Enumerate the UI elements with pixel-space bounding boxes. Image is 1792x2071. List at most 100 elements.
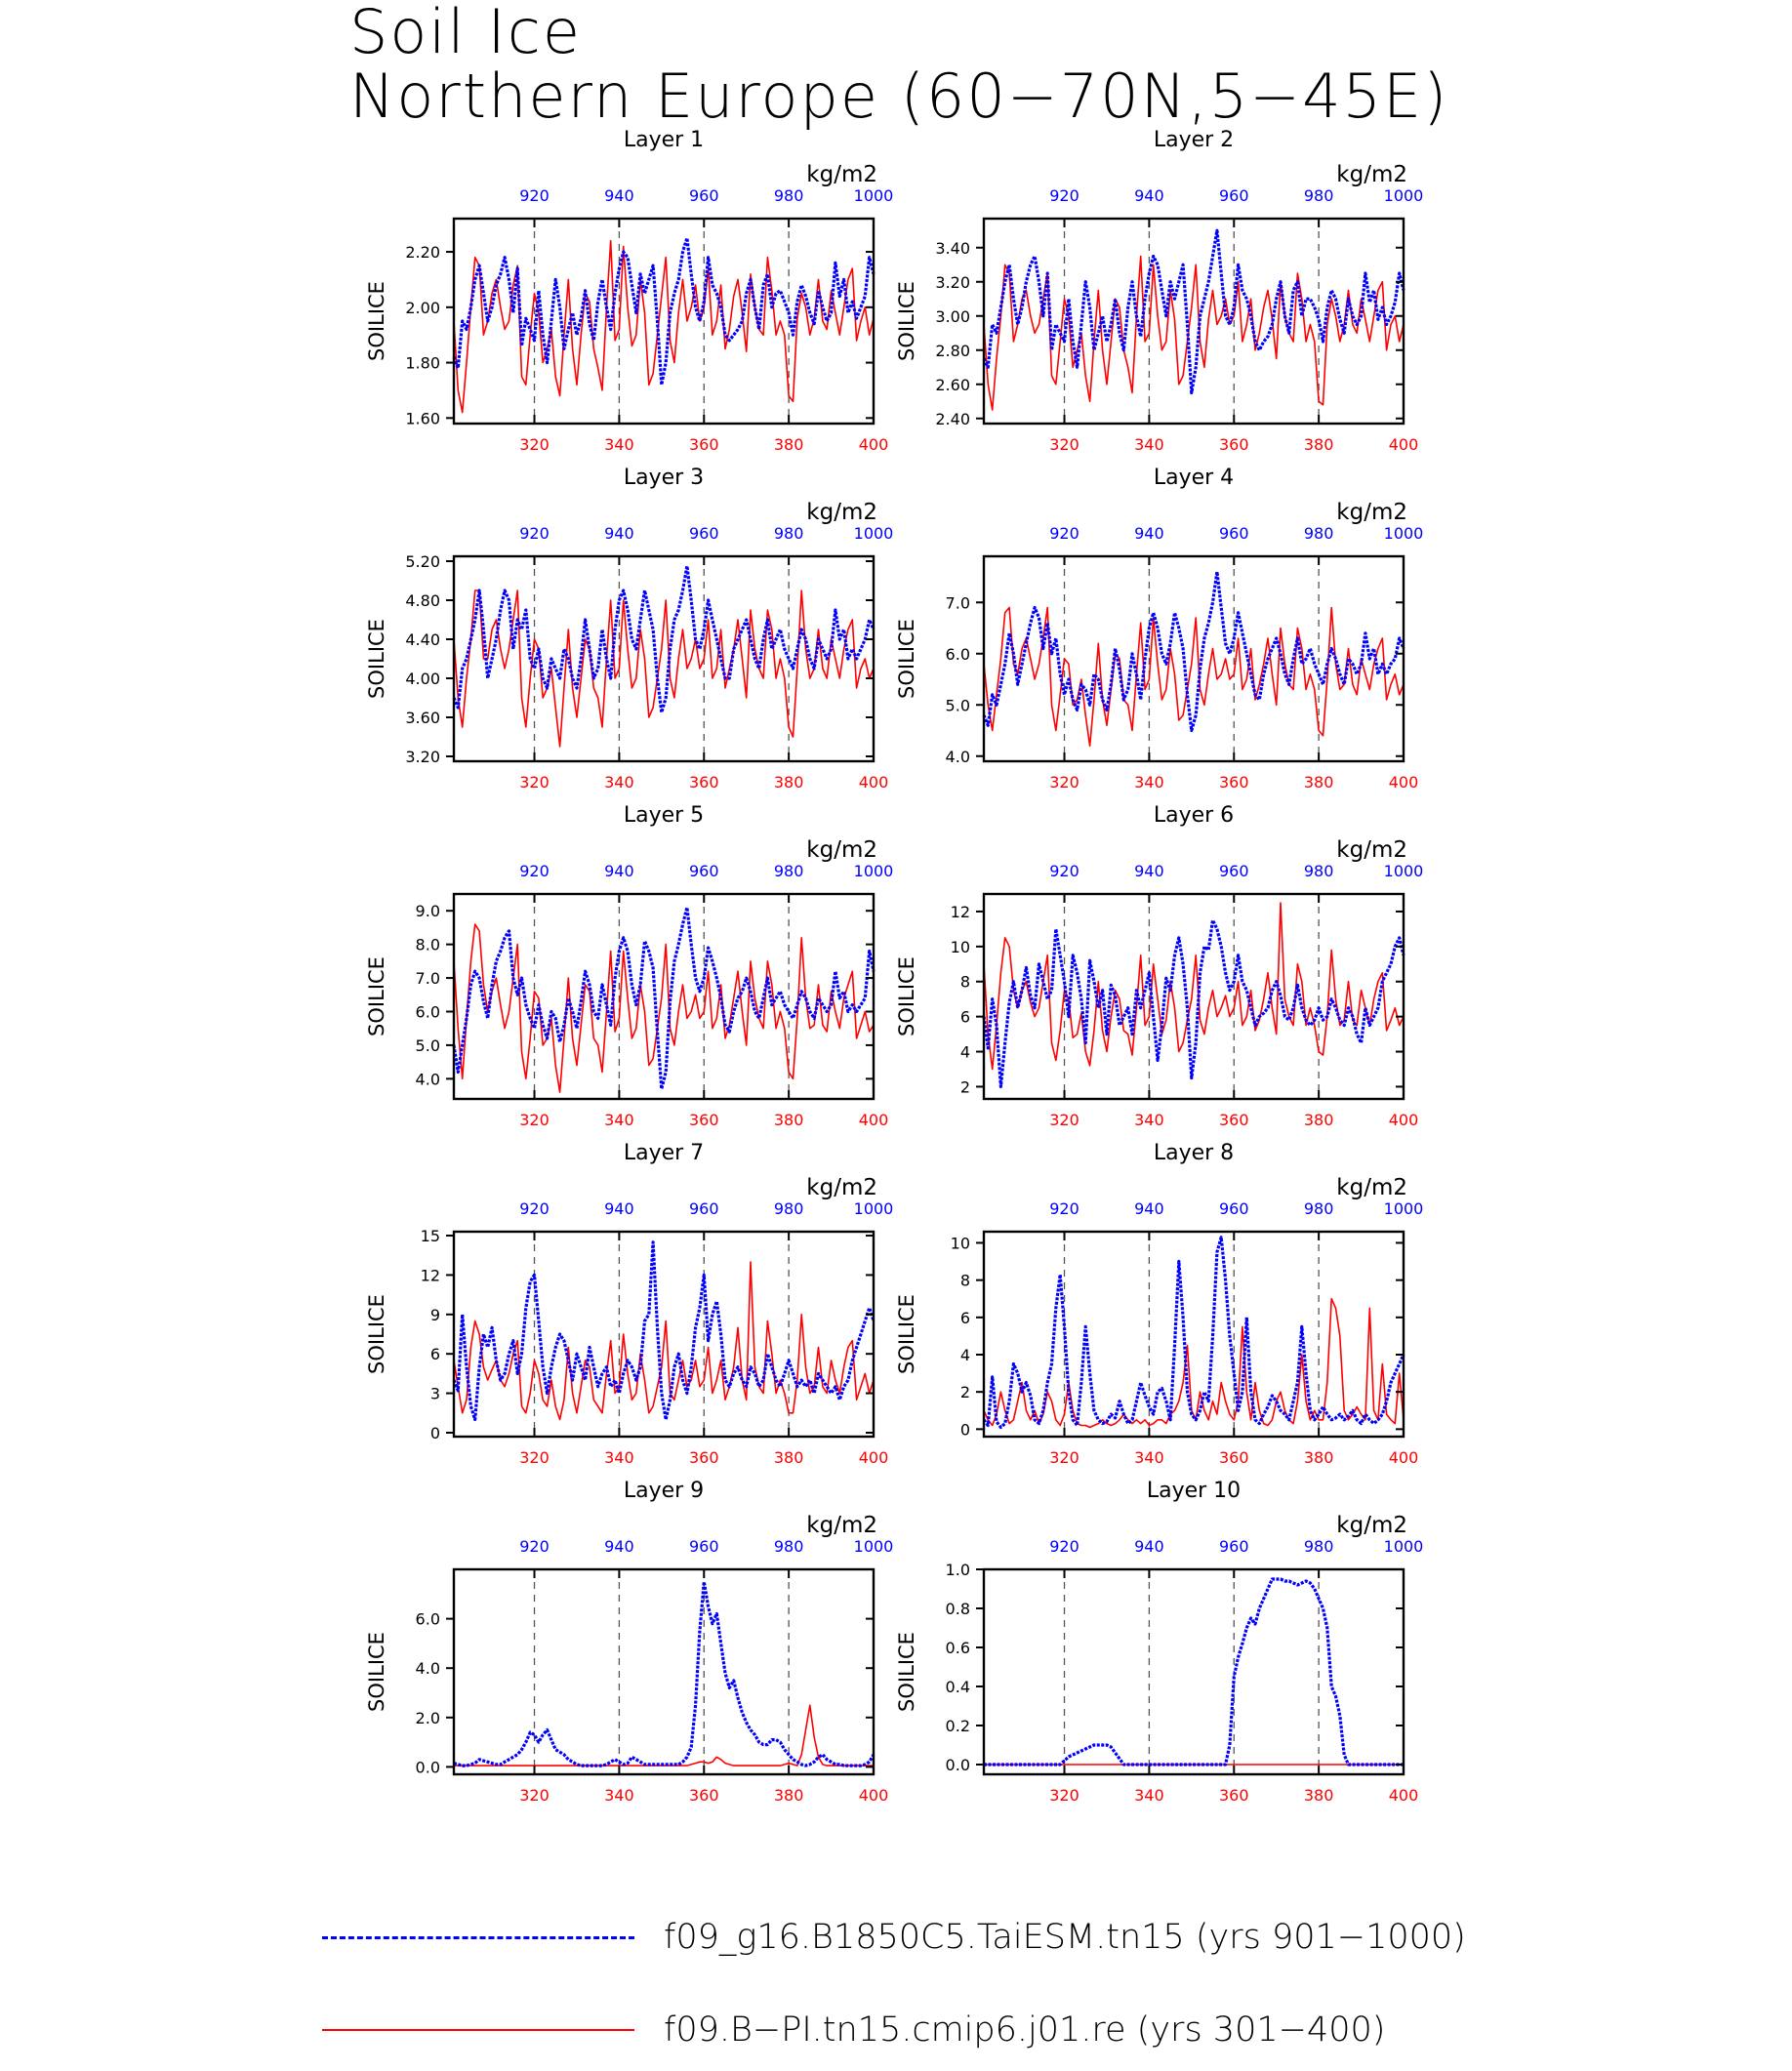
legend-swatch-dashed (322, 1936, 634, 1939)
x-tick-label-top: 1000 (1384, 862, 1424, 880)
x-tick-label-top: 940 (604, 1199, 634, 1218)
unit-label: kg/m2 (806, 162, 877, 187)
y-tick-label: 3.20 (405, 748, 440, 766)
y-tick-label: 6.0 (416, 1002, 440, 1021)
y-tick-label: 2.80 (935, 342, 970, 360)
x-tick-label-top: 920 (519, 524, 550, 543)
x-tick-label-bottom: 380 (774, 1786, 804, 1805)
x-tick-label-top: 940 (1134, 524, 1164, 543)
y-tick-label: 4 (960, 1043, 970, 1062)
x-tick-label-bottom: 380 (774, 1111, 804, 1129)
x-tick-label-top: 980 (1304, 186, 1334, 205)
series-line-blue (453, 1580, 876, 1767)
plot-frame (452, 1567, 876, 1776)
x-tick-label-bottom: 400 (859, 1786, 889, 1805)
y-tick-label: 3.20 (935, 273, 970, 292)
x-tick-label-top: 960 (689, 524, 719, 543)
series-line-blue (982, 1236, 1405, 1430)
x-tick-label-top: 980 (774, 524, 804, 543)
y-tick-label: 5.0 (416, 1036, 440, 1055)
x-tick-label-top: 1000 (854, 186, 894, 205)
x-tick-label-bottom: 380 (774, 773, 804, 792)
x-tick-label-bottom: 340 (604, 1786, 634, 1805)
series-line-red (453, 1261, 875, 1421)
x-tick-label-bottom: 340 (1134, 435, 1164, 454)
x-tick-label-top: 960 (689, 186, 719, 205)
series-line-blue (982, 918, 1405, 1089)
y-tick-label: 0.0 (946, 1756, 970, 1774)
legend-label: f09_g16.B1850C5.TaiESM.tn15 (yrs 901−100… (664, 1918, 1466, 1957)
y-tick-label: 6.0 (946, 645, 970, 664)
unit-label: kg/m2 (806, 1175, 877, 1200)
chart-panel: Layer 5 kg/m2 4.0 5.0 6.0 7.0 8.0 9.0 320 340 360 3… (365, 803, 893, 1129)
x-tick-label-bottom: 360 (1219, 435, 1249, 454)
y-tick-label: 3.60 (405, 709, 440, 727)
y-tick-label: 0.4 (946, 1678, 970, 1696)
series-line-blue (982, 228, 1405, 395)
x-tick-label-bottom: 340 (1134, 1786, 1164, 1805)
x-tick-label-top: 940 (604, 1537, 634, 1556)
x-tick-label-top: 920 (519, 1537, 550, 1556)
x-tick-label-bottom: 360 (1219, 1448, 1249, 1467)
x-tick-label-top: 960 (1219, 524, 1249, 543)
y-tick-label: 2 (960, 1077, 970, 1096)
y-tick-label: 0.8 (946, 1600, 970, 1618)
x-tick-label-bottom: 380 (1304, 435, 1334, 454)
chart-panel: Layer 10 kg/m2 0.0 0.2 0.4 0.6 0.8 1.0 320 340 360… (895, 1479, 1423, 1805)
chart-panel: Layer 7 kg/m2 0 3 6 9 12 15 320 340 360 380 400 920 94… (365, 1141, 893, 1467)
y-tick-label: 2 (960, 1383, 970, 1401)
plot-frame (452, 554, 876, 763)
x-tick-label-top: 920 (1049, 862, 1079, 880)
x-tick-label-top: 960 (1219, 1537, 1249, 1556)
x-tick-label-bottom: 340 (604, 1111, 634, 1129)
x-tick-label-top: 1000 (1384, 186, 1424, 205)
x-tick-label-top: 1000 (854, 524, 894, 543)
x-tick-label-top: 940 (1134, 186, 1164, 205)
x-tick-label-top: 920 (1049, 1199, 1079, 1218)
y-tick-label: 4.0 (946, 748, 970, 766)
chart-subtitle: Northern Europe (60−70N,5−45E) (349, 61, 1449, 132)
x-tick-label-bottom: 360 (689, 773, 719, 792)
plot-frame (982, 217, 1405, 426)
x-tick-label-top: 940 (1134, 1199, 1164, 1218)
x-tick-label-top: 980 (1304, 862, 1334, 880)
y-axis-label: SOILICE (895, 956, 918, 1036)
x-tick-label-bottom: 320 (519, 435, 550, 454)
x-tick-label-top: 1000 (854, 862, 894, 880)
chart-panel: Layer 1 kg/m2 1.60 1.80 2.00 2.20 320 340 360 380… (365, 128, 893, 454)
x-tick-label-bottom: 340 (604, 1448, 634, 1467)
x-tick-label-bottom: 360 (689, 1786, 719, 1805)
chart-panel: Layer 9 kg/m2 0.0 2.0 4.0 6.0 320 340 360 380 400 9… (365, 1479, 893, 1805)
x-tick-label-bottom: 340 (1134, 773, 1164, 792)
y-tick-label: 6.0 (416, 1610, 440, 1629)
y-tick-label: 0 (960, 1420, 970, 1439)
x-tick-label-top: 980 (774, 186, 804, 205)
panel-title: Layer 4 (1154, 466, 1234, 490)
x-tick-label-bottom: 400 (859, 435, 889, 454)
series-line-red (983, 606, 1405, 748)
x-tick-label-top: 940 (604, 524, 634, 543)
x-tick-label-bottom: 400 (1389, 773, 1419, 792)
y-tick-label: 4.40 (405, 630, 440, 649)
y-tick-label: 8 (960, 973, 970, 992)
plot-frame (452, 217, 876, 426)
y-axis-label: SOILICE (365, 619, 388, 699)
y-tick-label: 0 (430, 1424, 440, 1442)
y-axis-label: SOILICE (365, 1632, 388, 1712)
y-tick-label: 4.80 (405, 591, 440, 610)
x-tick-label-bottom: 340 (604, 435, 634, 454)
x-tick-label-bottom: 360 (689, 435, 719, 454)
x-tick-label-bottom: 320 (519, 773, 550, 792)
plot-frame (452, 1230, 876, 1439)
x-tick-label-bottom: 360 (1219, 773, 1249, 792)
series-line-blue (452, 236, 876, 386)
y-tick-label: 15 (421, 1227, 440, 1245)
x-tick-label-bottom: 320 (519, 1448, 550, 1467)
chart-panel: Layer 3 kg/m2 3.20 3.60 4.00 4.40 4.80 5.20 320 3… (365, 466, 893, 792)
unit-label: kg/m2 (1336, 1175, 1407, 1200)
y-tick-label: 10 (951, 1234, 970, 1252)
unit-label: kg/m2 (1336, 162, 1407, 187)
x-tick-label-top: 1000 (1384, 1199, 1424, 1218)
x-tick-label-top: 980 (774, 1537, 804, 1556)
y-tick-label: 9 (430, 1306, 440, 1324)
